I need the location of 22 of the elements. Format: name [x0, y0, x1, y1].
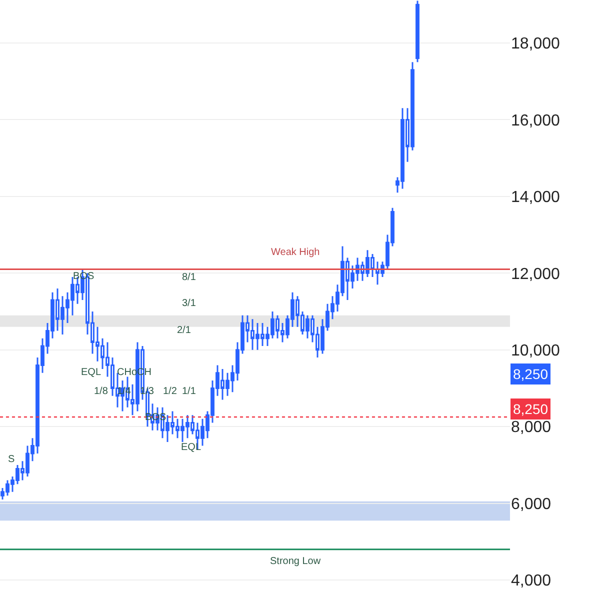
y-tick-label: 10,000 [511, 342, 560, 360]
y-tick-label: 6,000 [511, 496, 552, 513]
y-tick-label: 12,000 [511, 266, 560, 283]
y-tick-label: 4,000 [511, 572, 552, 590]
y-tick-label: 14,000 [511, 189, 560, 206]
annotation: EQL [181, 442, 202, 453]
annotation: 3/1 [182, 298, 196, 309]
annotation: Strong Low [270, 556, 322, 567]
y-tick-label: 8,000 [511, 419, 552, 436]
y-tick-label: 16,000 [511, 112, 560, 130]
annotation: S [8, 454, 15, 465]
annotation: EQL [81, 367, 102, 378]
annotation: 8/1 [182, 272, 196, 283]
text: 8,250 [513, 366, 548, 382]
annotation: Weak High [271, 247, 320, 258]
y-tick-label: 18,000 [511, 36, 560, 53]
ref-line-label: 8,250 [513, 401, 548, 417]
candlestick [416, 0, 420, 63]
annotation: 1/1 [182, 386, 196, 397]
annotation: 2/1 [177, 325, 192, 336]
annotation: 1/2 [163, 386, 178, 397]
annotation: 1/8 [94, 386, 108, 397]
